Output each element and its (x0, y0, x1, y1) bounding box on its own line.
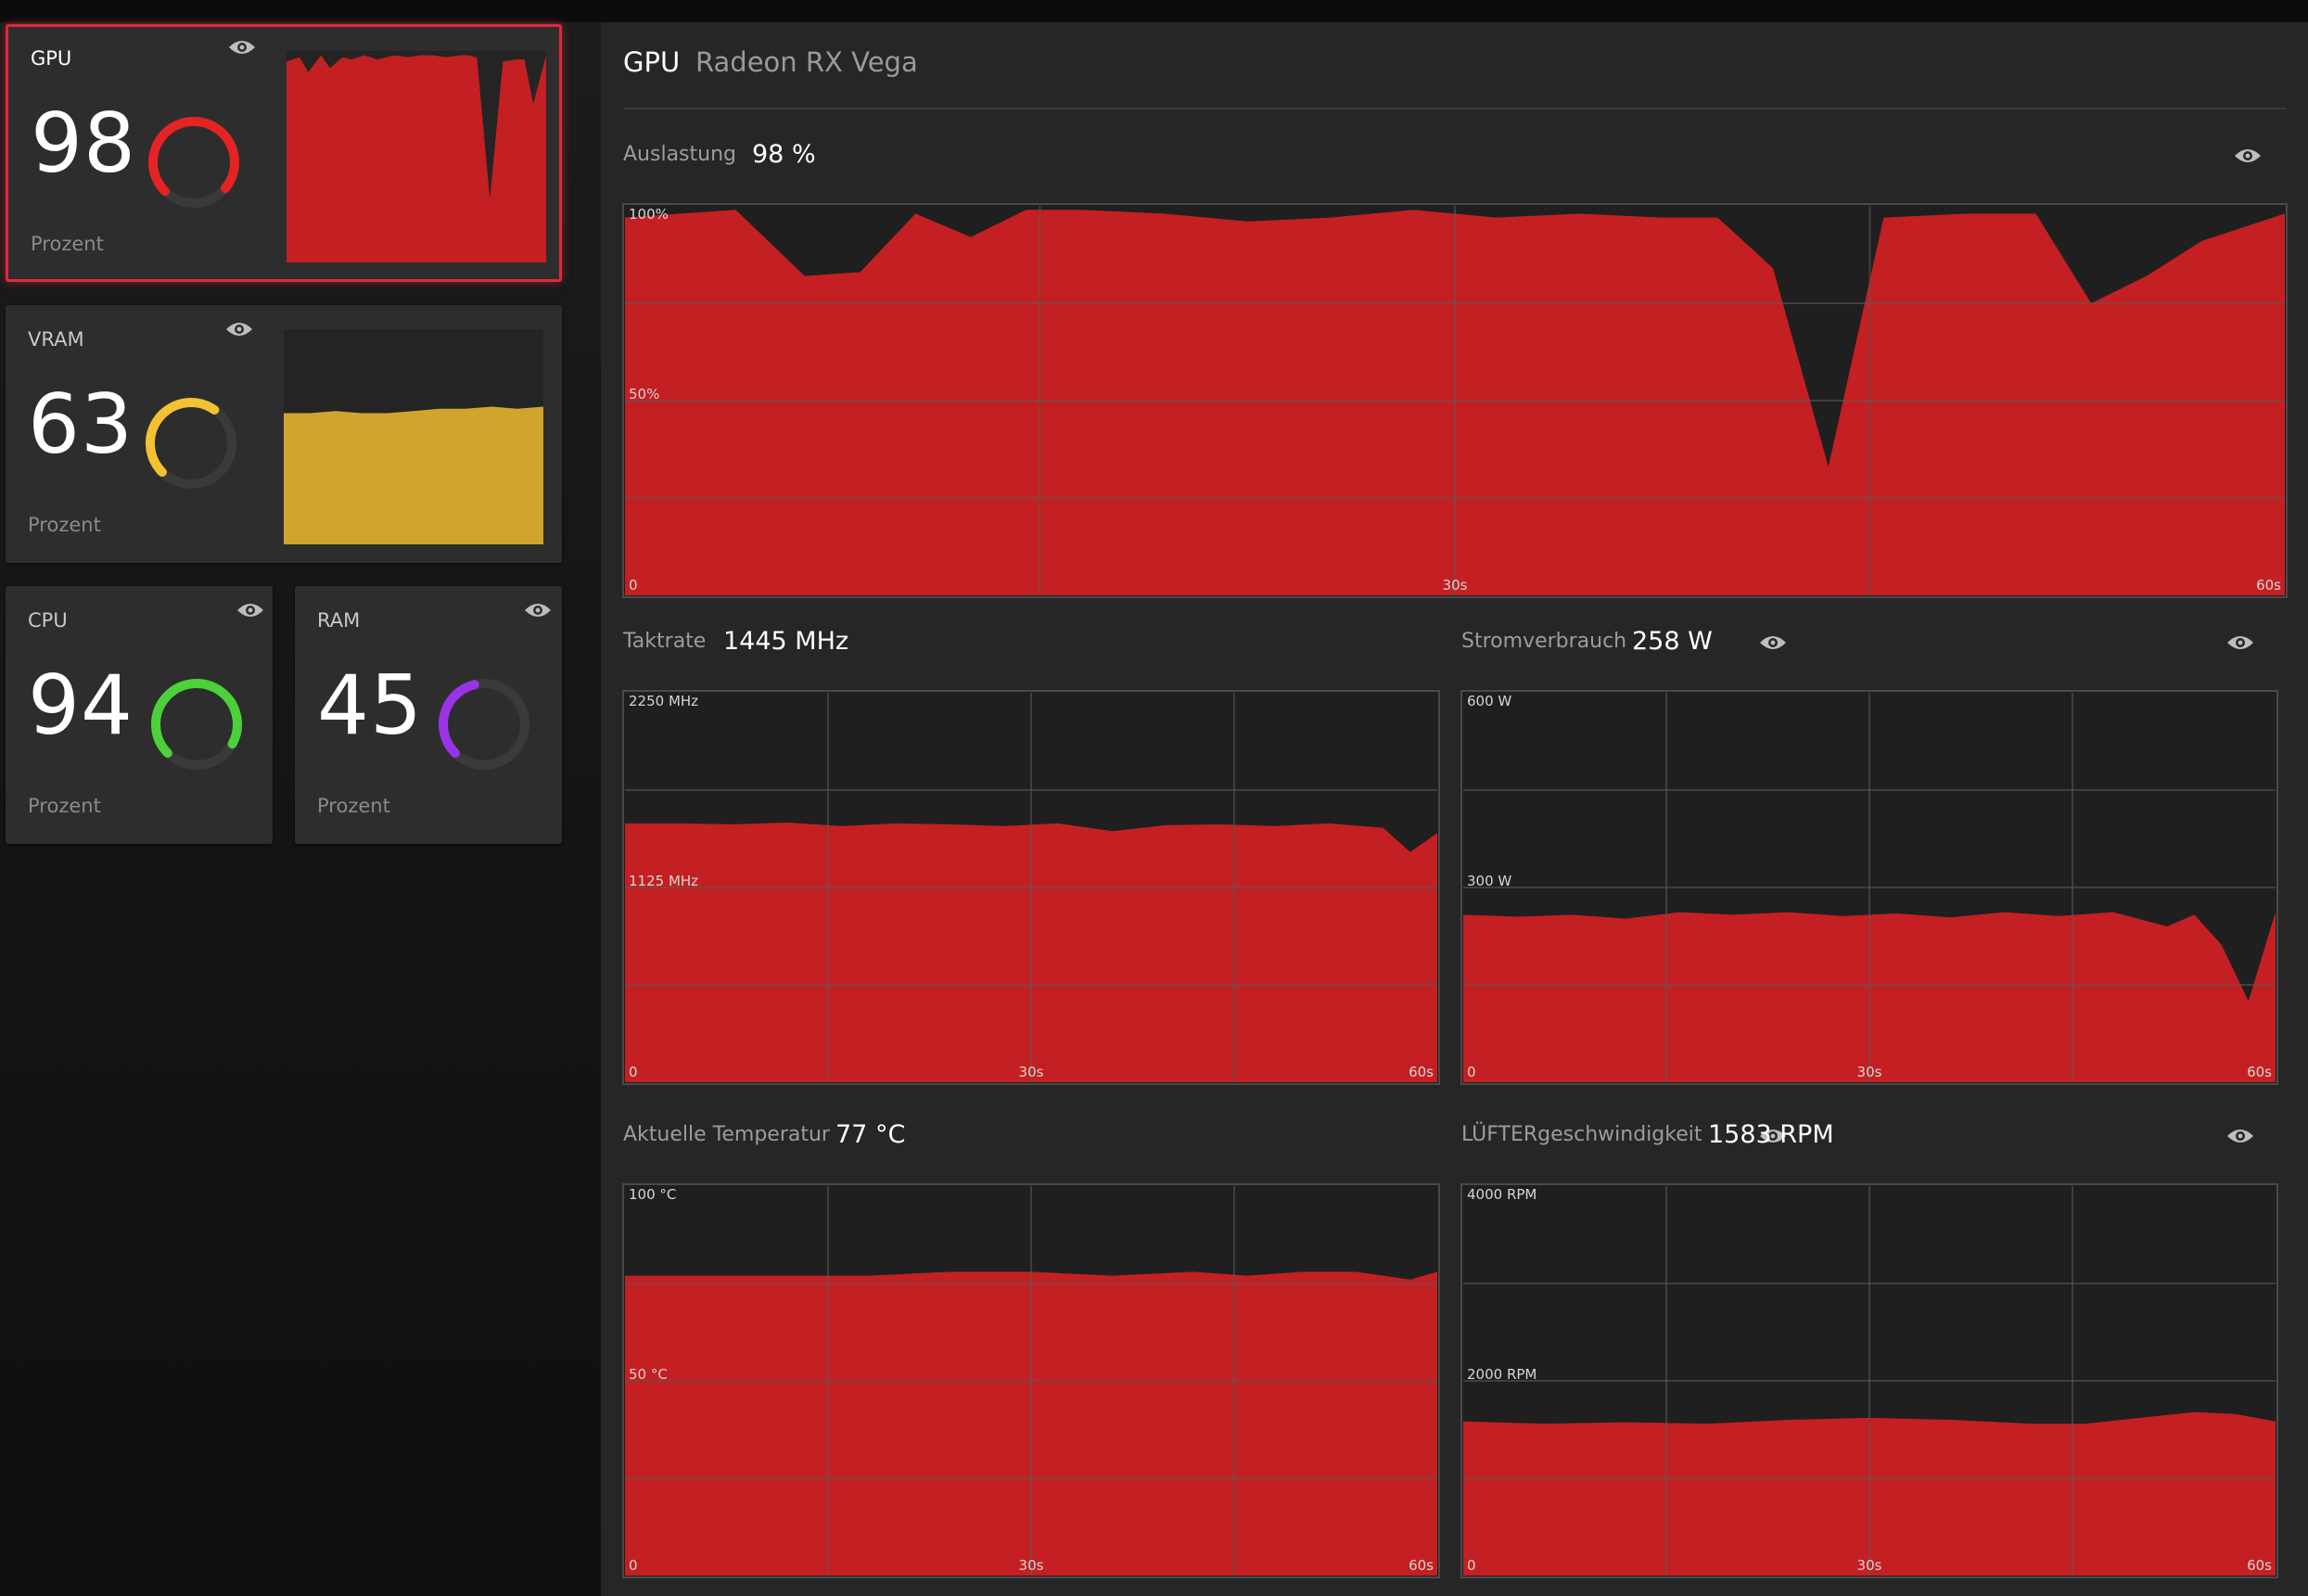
metrics-sidebar: GPU 98 Prozent VRAM 63 (0, 22, 601, 1596)
temp-chart-y-tick: 100 °C (629, 1186, 676, 1203)
vram-card-title: VRAM (28, 328, 84, 351)
taktrate-chart-x-tick: 30s (1019, 1064, 1044, 1080)
strom-chart: 600 W 300 W 0 30s 60s (1460, 690, 2278, 1085)
taktrate-chart: 2250 MHz 1125 MHz 0 30s 60s (622, 690, 1440, 1085)
strom-value: 258 W (1632, 627, 1713, 656)
temp-label: Aktuelle Temperatur (623, 1123, 830, 1146)
auslastung-chart-x-tick: 30s (1443, 577, 1468, 594)
strom-chart-x-tick: 60s (2247, 1064, 2272, 1080)
auslastung-chart-y-tick: 100% (629, 206, 669, 223)
auslastung-chart-y-tick: 50% (629, 386, 659, 402)
auslastung-label: Auslastung (623, 143, 736, 166)
vram-card-unit: Prozent (28, 514, 101, 536)
fan-chart-y-tick: 4000 RPM (1467, 1186, 1537, 1203)
vram-gauge (146, 398, 236, 489)
taktrate-value: 1445 MHz (723, 627, 849, 656)
gpu-gauge (148, 117, 239, 208)
sparkline-area (287, 55, 546, 262)
panel-title: GPU (623, 46, 681, 78)
cpu-card[interactable]: CPU 94 Prozent (6, 586, 273, 844)
ram-card-title: RAM (317, 609, 361, 632)
vram-sparkline (284, 329, 543, 544)
strom-chart-y-tick: 300 W (1467, 873, 1511, 889)
panel-divider (623, 108, 2287, 109)
panel-subtitle: Radeon RX Vega (695, 46, 918, 78)
eye-icon[interactable] (2225, 1127, 2255, 1145)
fan-label: LÜFTERgeschwindigkeit (1461, 1123, 1702, 1146)
temp-chart-x-tick: 60s (1409, 1557, 1434, 1574)
taktrate-chart-y-tick: 2250 MHz (629, 693, 698, 709)
strom-chart-y-tick: 600 W (1467, 693, 1511, 709)
auslastung-chart-y-tick: 0 (629, 577, 638, 594)
cpu-card-title: CPU (28, 609, 68, 632)
vram-card-value: 63 (28, 377, 134, 472)
temp-value: 77 °C (835, 1120, 906, 1149)
gpu-sparkline (287, 51, 546, 262)
ram-card-unit: Prozent (317, 795, 390, 817)
cpu-card-value: 94 (28, 658, 134, 753)
cpu-card-unit: Prozent (28, 795, 101, 817)
eye-icon[interactable] (1758, 1127, 1788, 1145)
taktrate-chart-y-tick: 1125 MHz (629, 873, 698, 889)
temp-chart-y-tick: 50 °C (629, 1366, 668, 1383)
eye-icon[interactable] (523, 601, 553, 619)
taktrate-label: Taktrate (623, 630, 707, 653)
auslastung-value: 98 % (752, 140, 816, 169)
ram-card[interactable]: RAM 45 Prozent (295, 586, 562, 844)
gpu-detail-panel: GPU Radeon RX Vega Auslastung 98 % 100% 5… (601, 22, 2308, 1596)
eye-icon[interactable] (1758, 633, 1788, 652)
sparkline-area (284, 406, 543, 544)
gpu-card-value: 98 (31, 96, 136, 191)
vram-card[interactable]: VRAM 63 Prozent (6, 305, 562, 563)
fan-chart-x-tick: 30s (1857, 1557, 1882, 1574)
cpu-gauge (151, 679, 242, 770)
title-bar (0, 0, 2308, 22)
strom-chart-x-tick: 30s (1857, 1064, 1882, 1080)
temp-chart: 100 °C 50 °C 0 30s 60s (622, 1183, 1440, 1578)
fan-chart: 4000 RPM 2000 RPM 0 30s 60s (1460, 1183, 2278, 1578)
fan-chart-y-tick: 0 (1467, 1557, 1476, 1574)
gpu-card[interactable]: GPU 98 Prozent (6, 24, 562, 282)
taktrate-chart-y-tick: 0 (629, 1064, 638, 1080)
ram-gauge (439, 679, 529, 770)
auslastung-chart-x-tick: 60s (2256, 577, 2281, 594)
strom-label: Stromverbrauch (1461, 630, 1627, 653)
fan-chart-y-tick: 2000 RPM (1467, 1366, 1537, 1383)
taktrate-chart-x-tick: 60s (1409, 1064, 1434, 1080)
eye-icon[interactable] (2225, 633, 2255, 652)
fan-chart-x-tick: 60s (2247, 1557, 2272, 1574)
temp-chart-y-tick: 0 (629, 1557, 638, 1574)
auslastung-chart: 100% 50% 0 30s 60s (622, 203, 2288, 598)
fan-value: 1583 RPM (1708, 1120, 1834, 1149)
gpu-card-title: GPU (31, 47, 72, 70)
eye-icon[interactable] (236, 601, 265, 619)
eye-icon[interactable] (224, 320, 254, 338)
temp-chart-x-tick: 30s (1019, 1557, 1044, 1574)
eye-icon[interactable] (2233, 147, 2263, 165)
eye-icon[interactable] (227, 38, 257, 57)
strom-chart-y-tick: 0 (1467, 1064, 1476, 1080)
ram-card-value: 45 (317, 658, 423, 753)
gpu-card-unit: Prozent (31, 233, 104, 255)
